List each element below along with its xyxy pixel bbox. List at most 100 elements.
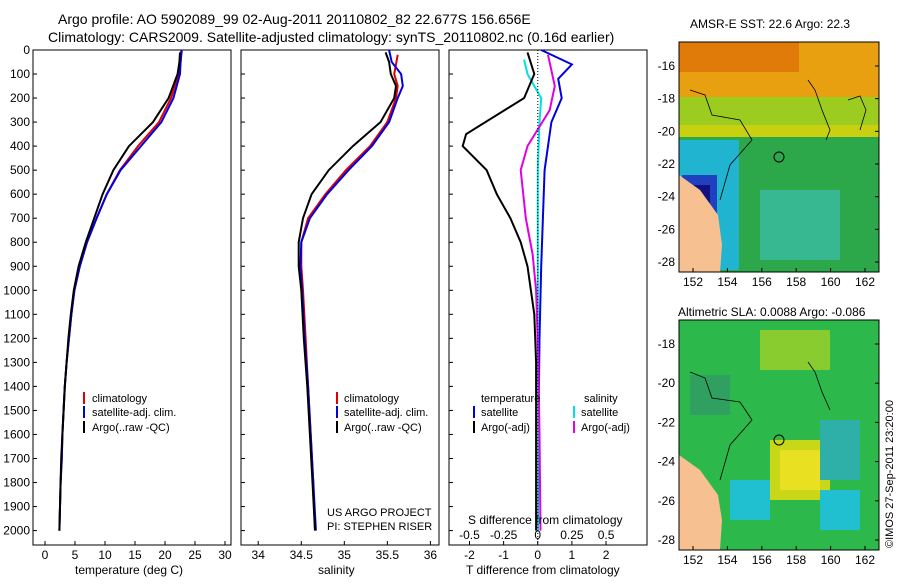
series-line-s-argo-adj- bbox=[519, 54, 556, 531]
y-tick-label: 600 bbox=[10, 187, 30, 201]
map-y-tick-label: -26 bbox=[658, 494, 676, 508]
series-line-argo-raw-qc- bbox=[58, 52, 181, 531]
difference-xlabel: T difference from climatology bbox=[466, 563, 620, 577]
x-tick-label: 0 bbox=[534, 548, 541, 562]
map-x-tick-label: 160 bbox=[821, 553, 841, 567]
x-tick-label: 5 bbox=[72, 548, 79, 562]
map-y-tick-label: -18 bbox=[658, 92, 676, 106]
pi-annotation: PI: STEPHEN RISER bbox=[327, 521, 432, 533]
series-line-t-satellite bbox=[536, 49, 574, 531]
temperature-panel-frame bbox=[32, 49, 232, 546]
s-tick-label: 0.5 bbox=[598, 528, 615, 542]
x-tick-label: -1 bbox=[498, 548, 509, 562]
y-tick-label: 1900 bbox=[3, 500, 30, 514]
y-tick-label: 1400 bbox=[3, 379, 30, 393]
x-tick-label: 30 bbox=[218, 548, 232, 562]
map-y-tick-label: -24 bbox=[658, 455, 676, 469]
map-x-tick-label: 158 bbox=[786, 553, 806, 567]
x-tick-label: 15 bbox=[128, 548, 142, 562]
map-x-tick-label: 156 bbox=[752, 553, 772, 567]
s-tick-label: -0.25 bbox=[490, 528, 518, 542]
x-tick-label: 0 bbox=[42, 548, 49, 562]
legend-t-argo: Argo(-adj) bbox=[481, 422, 530, 434]
legend-satellite: satellite-adj. clim. bbox=[92, 407, 176, 419]
y-tick-label: 1300 bbox=[3, 355, 30, 369]
legend-climatology: climatology bbox=[344, 393, 400, 405]
x-tick-label: 10 bbox=[98, 548, 112, 562]
y-tick-label: 700 bbox=[10, 211, 30, 225]
map-y-tick-label: -24 bbox=[658, 190, 676, 204]
x-tick-label: -2 bbox=[464, 548, 475, 562]
legend-s-satellite: satellite bbox=[581, 407, 618, 419]
map-x-tick-label: 160 bbox=[821, 275, 841, 289]
map-y-tick-label: -22 bbox=[658, 157, 676, 171]
legend-temperature-header: temperature bbox=[481, 393, 540, 405]
x-tick-label: 35.5 bbox=[376, 548, 400, 562]
imos-stamp: ©IMOS 27-Sep-2011 23:20:00 bbox=[884, 400, 896, 548]
sla-map-title: Altimetric SLA: 0.0088 Argo: -0.086 bbox=[678, 305, 866, 319]
header-line2: Climatology: CARS2009. Satellite-adjuste… bbox=[48, 29, 614, 45]
sla-map bbox=[679, 320, 879, 550]
series-line-argo-raw-qc- bbox=[297, 52, 398, 531]
map-y-tick-label: -18 bbox=[658, 337, 676, 351]
y-tick-label: 800 bbox=[10, 235, 30, 249]
y-tick-label: 200 bbox=[10, 91, 30, 105]
sst-map-title: AMSR-E SST: 22.6 Argo: 22.3 bbox=[690, 17, 850, 31]
legend-satellite: satellite-adj. clim. bbox=[344, 407, 428, 419]
legend-argo: Argo(..raw -QC) bbox=[344, 422, 422, 434]
header-line1: Argo profile: AO 5902089_99 02-Aug-2011 … bbox=[58, 11, 531, 27]
y-tick-label: 1600 bbox=[3, 427, 30, 441]
project-annotation: US ARGO PROJECT bbox=[327, 507, 432, 519]
y-tick-label: 900 bbox=[10, 259, 30, 273]
sst-map bbox=[679, 42, 879, 272]
s-tick-label: -0.5 bbox=[459, 528, 480, 542]
map-y-tick-label: -26 bbox=[658, 222, 676, 236]
map-y-tick-label: -20 bbox=[658, 376, 676, 390]
map-x-tick-label: 162 bbox=[855, 553, 875, 567]
x-tick-label: 34.5 bbox=[290, 548, 314, 562]
series-line-s-satellite bbox=[523, 59, 543, 531]
map-x-tick-label: 152 bbox=[683, 553, 703, 567]
x-tick-label: 34 bbox=[252, 548, 266, 562]
map-y-tick-label: -28 bbox=[658, 533, 676, 547]
temperature-legend: climatology satellite-adj. clim. Argo(..… bbox=[83, 392, 176, 434]
y-tick-label: 100 bbox=[10, 67, 30, 81]
salinity-panel-frame bbox=[240, 49, 440, 546]
legend-climatology: climatology bbox=[92, 393, 148, 405]
map-y-tick-label: -22 bbox=[658, 415, 676, 429]
map-x-tick-label: 158 bbox=[786, 275, 806, 289]
salinity-legend: climatology satellite-adj. clim. Argo(..… bbox=[336, 392, 428, 434]
map-x-tick-label: 156 bbox=[752, 275, 772, 289]
difference-xlabel-top: S difference from climatology bbox=[468, 513, 623, 527]
y-tick-label: 1500 bbox=[3, 403, 30, 417]
x-tick-label: 2 bbox=[603, 548, 610, 562]
x-tick-label: 1 bbox=[569, 548, 576, 562]
legend-s-argo: Argo(-adj) bbox=[581, 422, 630, 434]
s-tick-label: 0.25 bbox=[560, 528, 584, 542]
y-tick-label: 500 bbox=[10, 163, 30, 177]
y-tick-label: 2000 bbox=[3, 524, 30, 538]
map-x-tick-label: 152 bbox=[683, 275, 703, 289]
series-line-climatology bbox=[58, 49, 183, 531]
x-tick-label: 36 bbox=[424, 548, 438, 562]
y-tick-label: 0 bbox=[23, 43, 30, 57]
temperature-xlabel: temperature (deg C) bbox=[75, 563, 183, 577]
series-line-satellite-adj-clim- bbox=[58, 49, 183, 531]
map-y-tick-label: -28 bbox=[658, 255, 676, 269]
s-tick-label: 0 bbox=[534, 528, 541, 542]
map-y-tick-label: -20 bbox=[658, 124, 676, 138]
map-x-tick-label: 162 bbox=[855, 275, 875, 289]
legend-t-satellite: satellite bbox=[481, 407, 518, 419]
x-tick-label: 35 bbox=[338, 548, 352, 562]
y-tick-label: 1000 bbox=[3, 283, 30, 297]
y-tick-label: 1100 bbox=[4, 307, 30, 321]
y-tick-label: 400 bbox=[10, 139, 30, 153]
y-tick-label: 1200 bbox=[3, 331, 30, 345]
salinity-xlabel: salinity bbox=[318, 563, 355, 577]
x-tick-label: 20 bbox=[158, 548, 172, 562]
map-x-tick-label: 154 bbox=[717, 553, 737, 567]
series-line-t-argo-adj- bbox=[461, 52, 538, 531]
map-y-tick-label: -16 bbox=[658, 59, 676, 73]
map-x-tick-label: 154 bbox=[717, 275, 737, 289]
